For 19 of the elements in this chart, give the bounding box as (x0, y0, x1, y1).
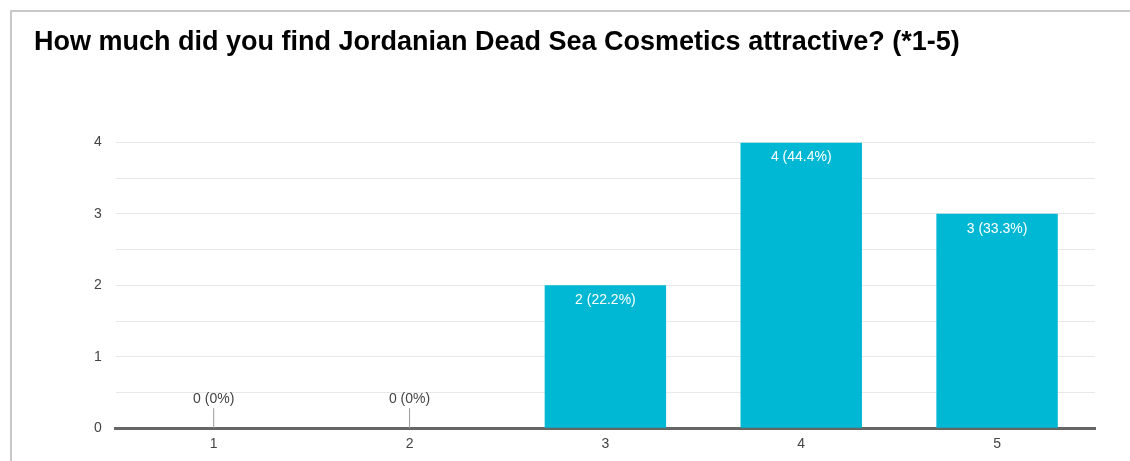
y-tick-label: 0 (93, 419, 102, 436)
y-tick-label: 2 (93, 276, 102, 293)
bar (936, 213, 1058, 428)
x-tick-label: 2 (405, 435, 414, 452)
y-tick-label: 1 (93, 347, 102, 364)
bar (740, 142, 862, 428)
y-tick-label: 3 (93, 204, 102, 221)
bar (544, 285, 667, 428)
data-label: 2 (22.2%) (575, 291, 636, 308)
x-tick-label: 3 (601, 435, 610, 452)
x-tick-label: 1 (209, 435, 218, 452)
chart-title: How much did you find Jordanian Dead Sea Cosmetics attractive? (*1-5) (34, 26, 960, 57)
y-tick-label: 4 (93, 133, 102, 150)
data-label: 3 (33.3%) (966, 219, 1028, 236)
data-label: 4 (44.4%) (770, 148, 832, 165)
data-label: 0 (0%) (193, 390, 235, 407)
data-label: 0 (0%) (388, 390, 431, 407)
x-tick-label: 4 (797, 435, 806, 452)
x-tick-label: 5 (993, 435, 1002, 452)
